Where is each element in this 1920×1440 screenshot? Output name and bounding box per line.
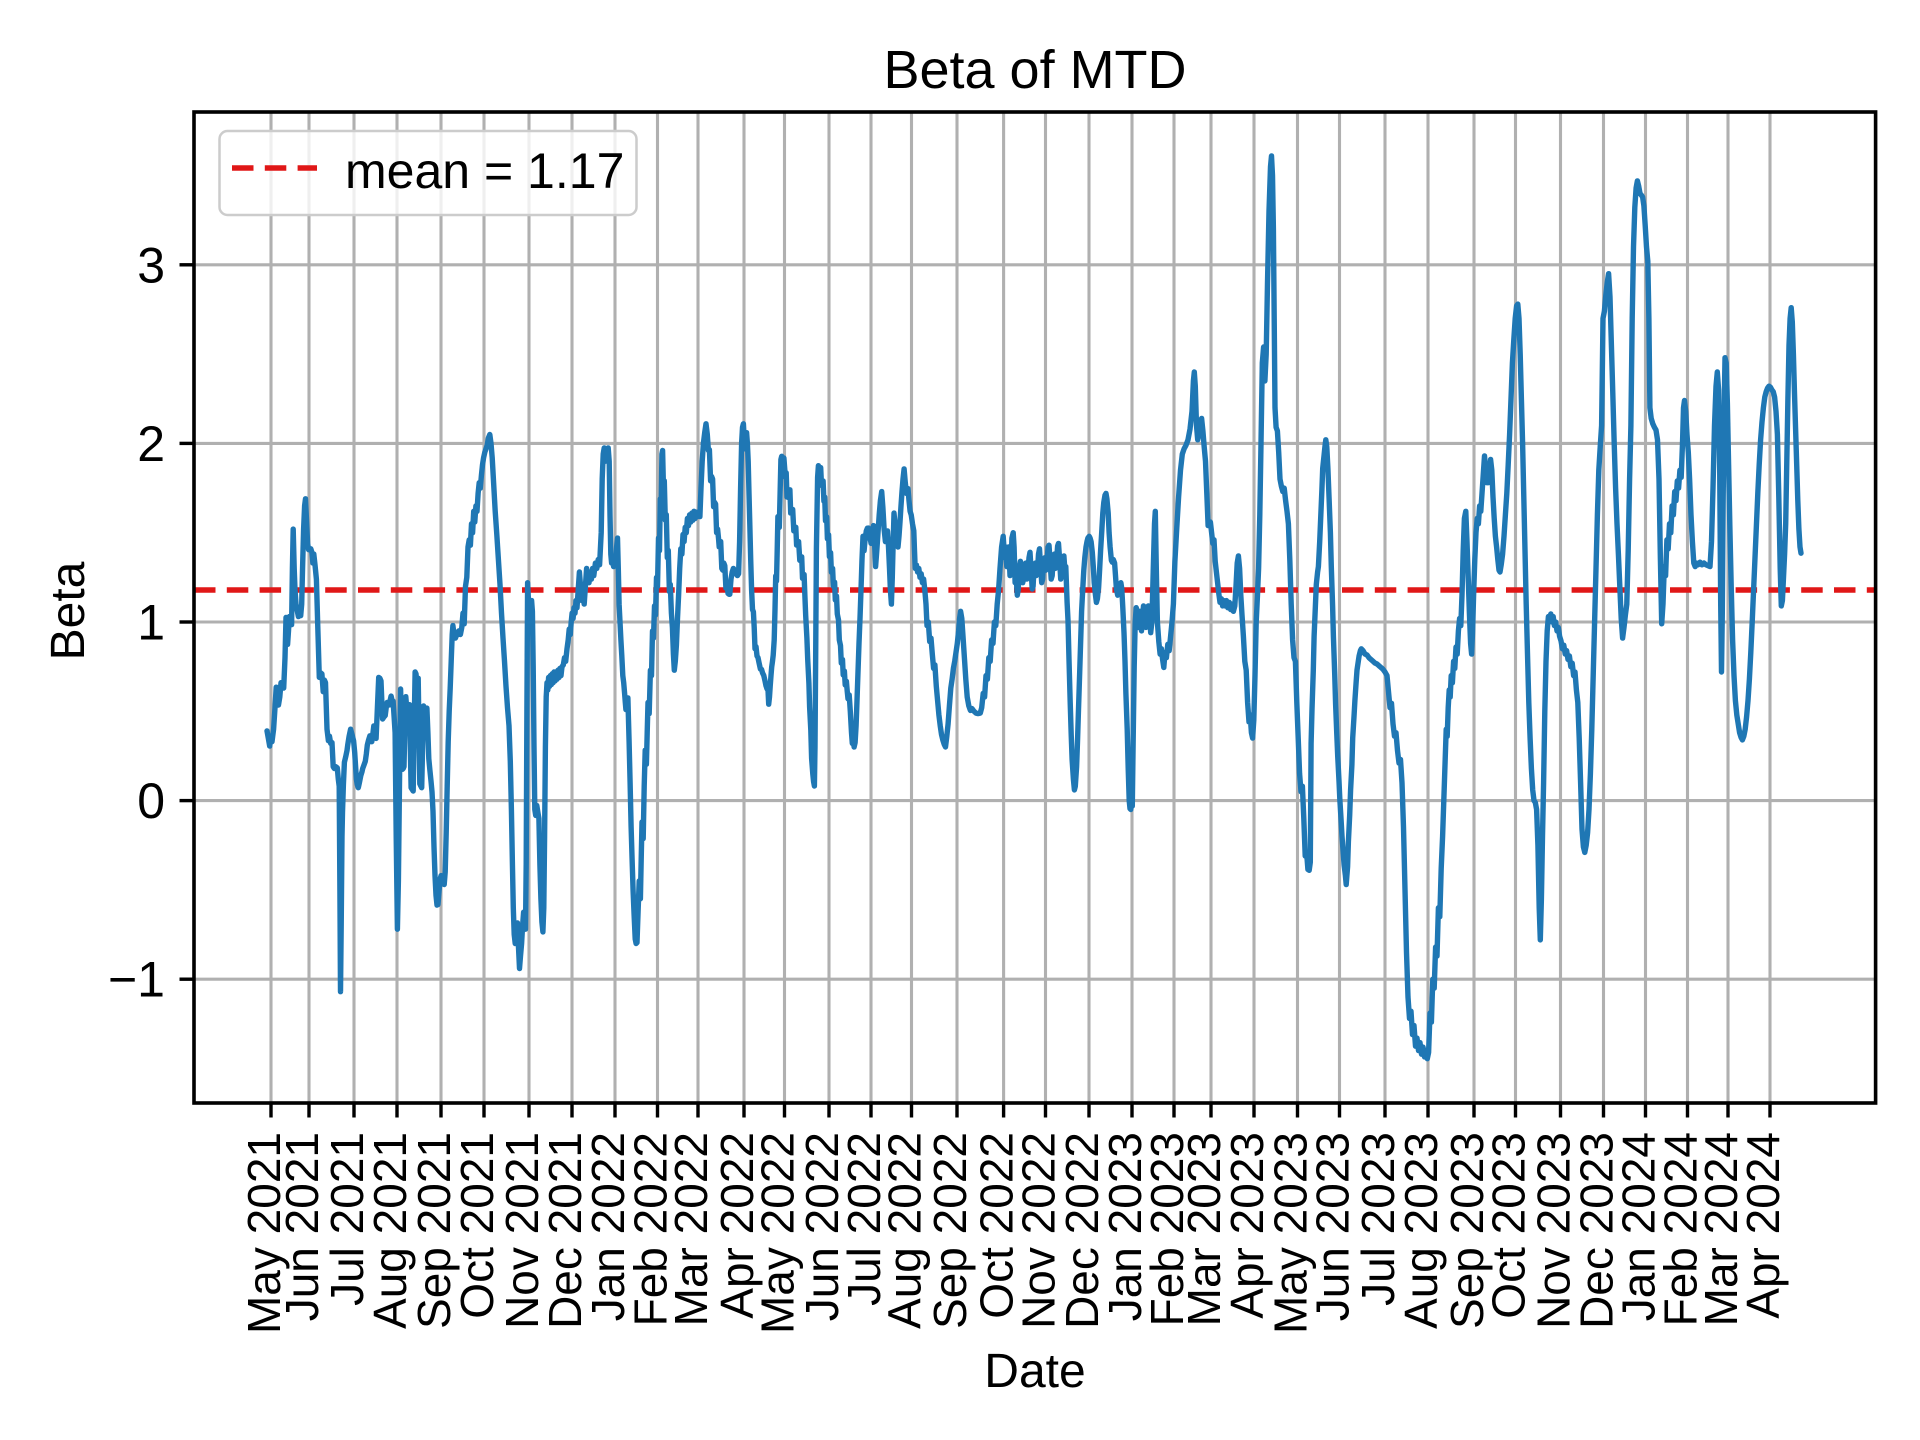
svg-text:Feb 2023: Feb 2023	[1141, 1132, 1193, 1326]
svg-text:Oct 2021: Oct 2021	[451, 1132, 503, 1319]
svg-text:Feb 2024: Feb 2024	[1655, 1132, 1707, 1326]
svg-text:Apr 2022: Apr 2022	[711, 1132, 763, 1319]
svg-text:Mar 2022: Mar 2022	[665, 1132, 717, 1326]
svg-text:May 2023: May 2023	[1265, 1132, 1317, 1334]
svg-text:Aug 2023: Aug 2023	[1395, 1132, 1447, 1329]
svg-text:Sep 2023: Sep 2023	[1441, 1132, 1493, 1329]
svg-text:Dec 2023: Dec 2023	[1571, 1132, 1623, 1329]
svg-text:Apr 2023: Apr 2023	[1221, 1132, 1273, 1319]
svg-text:Apr 2024: Apr 2024	[1737, 1132, 1789, 1319]
svg-text:Nov 2021: Nov 2021	[496, 1132, 548, 1329]
svg-text:Jun 2022: Jun 2022	[796, 1132, 848, 1321]
svg-text:Dec 2021: Dec 2021	[539, 1132, 591, 1329]
svg-text:Nov 2023: Nov 2023	[1528, 1132, 1580, 1329]
svg-text:Feb 2022: Feb 2022	[625, 1132, 677, 1326]
svg-text:Mar 2024: Mar 2024	[1695, 1132, 1747, 1326]
svg-text:Beta of MTD: Beta of MTD	[883, 40, 1186, 100]
svg-text:Jul 2023: Jul 2023	[1352, 1132, 1404, 1306]
svg-text:Aug 2021: Aug 2021	[364, 1132, 416, 1329]
svg-text:3: 3	[137, 237, 165, 293]
svg-text:Nov 2022: Nov 2022	[1013, 1132, 1065, 1329]
svg-text:Jun 2023: Jun 2023	[1307, 1132, 1359, 1321]
svg-text:Mar 2023: Mar 2023	[1178, 1132, 1230, 1326]
svg-text:1: 1	[137, 595, 165, 651]
svg-text:Date: Date	[984, 1345, 1085, 1398]
svg-text:Jan 2024: Jan 2024	[1613, 1132, 1665, 1321]
svg-text:May 2021: May 2021	[238, 1132, 290, 1334]
svg-text:May 2022: May 2022	[752, 1132, 804, 1334]
svg-text:Aug 2022: Aug 2022	[879, 1132, 931, 1329]
svg-text:Jul 2021: Jul 2021	[321, 1132, 373, 1306]
svg-text:Jul 2022: Jul 2022	[838, 1132, 890, 1306]
svg-text:Dec 2022: Dec 2022	[1056, 1132, 1108, 1329]
svg-text:Sep 2022: Sep 2022	[924, 1132, 976, 1329]
svg-text:Oct 2023: Oct 2023	[1483, 1132, 1535, 1319]
svg-text:−1: −1	[108, 952, 165, 1008]
svg-text:0: 0	[137, 773, 165, 829]
svg-text:mean = 1.17: mean = 1.17	[345, 143, 624, 199]
svg-text:Oct 2022: Oct 2022	[971, 1132, 1023, 1319]
svg-text:Sep 2021: Sep 2021	[408, 1132, 460, 1329]
svg-text:Jan 2023: Jan 2023	[1099, 1132, 1151, 1321]
svg-text:2: 2	[137, 416, 165, 472]
svg-text:Beta: Beta	[42, 561, 95, 660]
svg-text:Jan 2022: Jan 2022	[582, 1132, 634, 1321]
svg-text:Jun 2021: Jun 2021	[276, 1132, 328, 1321]
